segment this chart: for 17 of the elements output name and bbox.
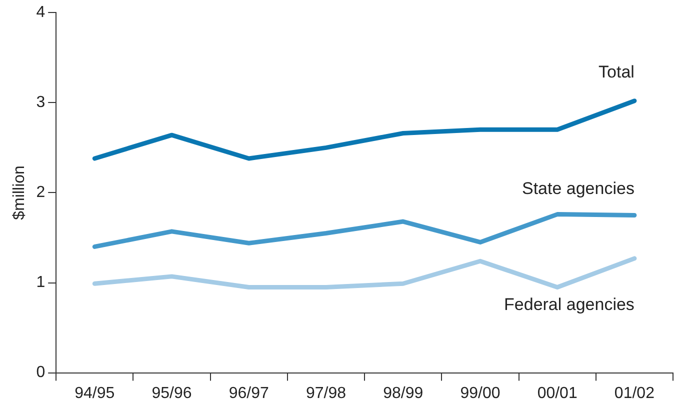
y-tick-label: 4 [36, 4, 46, 22]
y-tick-label: 1 [36, 274, 46, 292]
x-tick-label: 98/99 [383, 384, 424, 402]
y-axis-title: $million [11, 166, 28, 220]
series-label: Federal agencies [504, 295, 634, 314]
x-tick-label: 94/95 [74, 384, 115, 402]
y-tick-label: 0 [36, 364, 46, 382]
x-tick-label: 01/02 [614, 384, 655, 402]
x-tick-label: 97/98 [306, 384, 346, 402]
y-tick-label: 2 [36, 184, 46, 202]
x-tick-label: 96/97 [228, 384, 269, 402]
series-label: Total [598, 62, 634, 82]
y-tick-label: 3 [36, 94, 46, 112]
series-label: State agencies [522, 178, 634, 198]
x-tick-label: 95/96 [152, 384, 192, 402]
x-tick-label: 00/01 [537, 384, 578, 402]
x-tick-label: 99/00 [460, 384, 500, 402]
